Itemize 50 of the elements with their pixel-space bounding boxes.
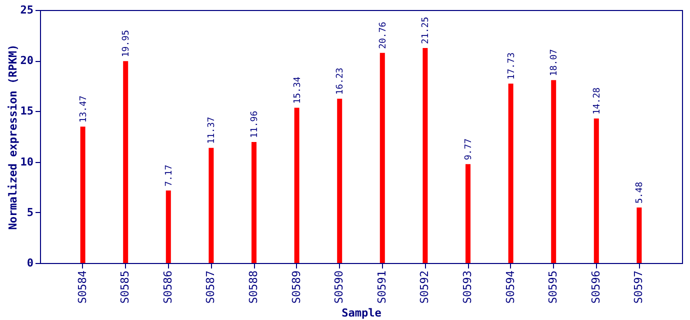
y-tick-label: 20 (20, 54, 34, 68)
bar (594, 118, 599, 263)
x-tick-label: S0588 (247, 270, 260, 304)
x-tick-label: S0584 (76, 270, 89, 304)
y-tick-label: 25 (20, 4, 34, 16)
bar (636, 208, 642, 263)
data-label: 21.25 (421, 16, 432, 44)
x-tick-label: S0593 (461, 270, 474, 304)
data-label: 5.48 (635, 182, 646, 204)
data-label: 11.37 (207, 116, 218, 144)
x-tick-label: S0592 (418, 270, 432, 304)
data-label: 7.17 (164, 164, 174, 186)
bar (80, 126, 86, 263)
y-tick-label: 15 (20, 104, 34, 118)
data-label: 15.34 (292, 76, 303, 104)
data-label: 14.28 (592, 87, 602, 114)
x-tick-label: S0596 (589, 270, 602, 304)
x-tick-label: S0591 (375, 270, 388, 304)
y-tick-label: 5 (26, 206, 34, 219)
bar (422, 48, 428, 263)
x-tick-label: S0586 (161, 270, 174, 304)
x-tick-label: S0589 (290, 270, 303, 304)
x-tick-label: S0597 (632, 270, 646, 304)
data-label: 19.95 (122, 30, 132, 58)
data-label: 18.07 (550, 49, 560, 76)
bar (466, 164, 470, 263)
data-label: 13.47 (78, 96, 89, 123)
bar (508, 84, 514, 263)
bar (294, 108, 300, 263)
bar (252, 142, 256, 263)
x-tick-label: S0594 (504, 270, 517, 304)
data-label: 16.23 (336, 68, 346, 95)
x-tick-label: S0587 (204, 270, 218, 304)
x-axis-title: Sample (342, 306, 382, 320)
data-label: 17.73 (506, 52, 517, 80)
y-tick-label: 10 (20, 155, 34, 168)
x-tick-label: S0595 (546, 270, 560, 304)
bar (380, 52, 385, 263)
data-label: 20.76 (378, 22, 388, 49)
bar (166, 190, 171, 263)
bar (337, 98, 342, 263)
bar (123, 61, 128, 263)
bar (208, 148, 214, 263)
data-label: 9.77 (464, 138, 474, 160)
x-tick-label: S0590 (332, 270, 346, 304)
y-axis-title: Normalized expression (RPKM) (6, 44, 20, 230)
y-tick-label: 0 (26, 256, 34, 270)
x-tick-label: S0585 (118, 270, 132, 304)
bar (551, 80, 556, 263)
data-label: 11.96 (250, 110, 260, 138)
